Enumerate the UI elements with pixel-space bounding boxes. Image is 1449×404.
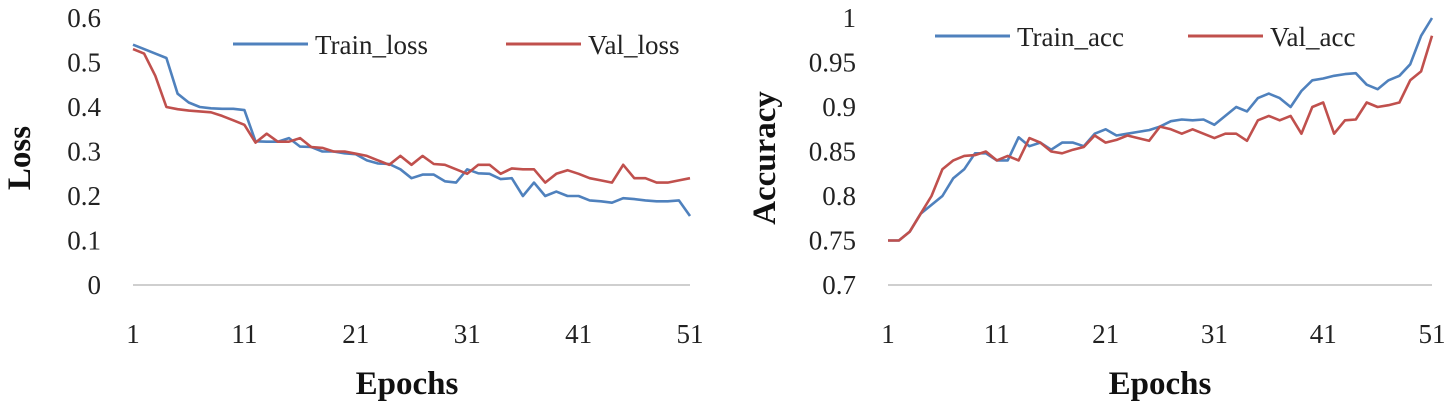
loss-x-axis-title: Epochs: [356, 366, 459, 402]
accuracy-y-axis-title: Accuracy: [747, 91, 783, 225]
y-tick-label: 0.9: [822, 92, 856, 122]
y-tick-label: 0.3: [67, 137, 101, 167]
accuracy-y-tick-labels: 0.7 0.75 0.8 0.85 0.9 0.95 1: [809, 3, 856, 300]
x-tick-label: 31: [454, 319, 481, 349]
y-tick-label: 0.4: [67, 92, 101, 122]
y-tick-label: 0.8: [822, 181, 856, 211]
x-tick-label: 1: [126, 319, 140, 349]
y-tick-label: 0.6: [67, 3, 101, 33]
loss-x-tick-labels: 1 11 21 31 41 51: [126, 319, 703, 349]
y-tick-label: 0.5: [67, 48, 101, 78]
x-tick-label: 51: [1419, 319, 1446, 349]
x-tick-label: 51: [677, 319, 704, 349]
x-tick-label: 11: [984, 319, 1010, 349]
x-tick-label: 11: [231, 319, 257, 349]
loss-y-axis-title: Loss: [2, 126, 38, 190]
val-acc-line: [888, 35, 1434, 242]
x-tick-label: 41: [565, 319, 592, 349]
accuracy-x-axis-title: Epochs: [1109, 366, 1212, 402]
accuracy-legend: Train_acc Val_acc: [935, 22, 1355, 52]
legend-label-val-acc: Val_acc: [1270, 22, 1355, 52]
accuracy-chart: 0.70.750.80.850.90.951 1 11 21 31 41 51 Accur…: [747, 3, 1446, 402]
x-tick-label: 21: [1092, 319, 1119, 349]
val-loss-line: [132, 47, 691, 184]
accuracy-y-gridlines: [888, 17, 1432, 241]
loss-y-gridlines: [133, 17, 690, 241]
y-tick-label: 0.2: [67, 181, 101, 211]
x-tick-label: 1: [881, 319, 895, 349]
y-tick-label: 0.7: [822, 270, 856, 300]
legend-label-val-loss: Val_loss: [588, 30, 680, 60]
y-tick-label: 0.95: [809, 48, 856, 78]
y-tick-label: 0.85: [809, 137, 856, 167]
y-tick-label: 1: [843, 3, 857, 33]
legend-label-train-loss: Train_loss: [315, 30, 428, 60]
y-tick-label: 0: [88, 270, 102, 300]
x-tick-label: 31: [1201, 319, 1228, 349]
train-loss-line: [132, 43, 692, 217]
loss-y-tick-labels: 0 0.1 0.2 0.3 0.4 0.5 0.6: [67, 3, 101, 300]
legend-label-train-acc: Train_acc: [1017, 22, 1124, 52]
x-tick-label: 21: [342, 319, 369, 349]
y-tick-label: 0.75: [809, 226, 856, 256]
accuracy-x-tick-labels: 1 11 21 31 41 51: [881, 319, 1445, 349]
loss-legend: Train_loss Val_loss: [233, 30, 680, 60]
x-tick-label: 41: [1310, 319, 1337, 349]
y-tick-label: 0.1: [67, 226, 101, 256]
loss-chart: 00.10.20.30.40.50.6 1 11 21 31 41 51 Loss Epo…: [2, 3, 704, 402]
